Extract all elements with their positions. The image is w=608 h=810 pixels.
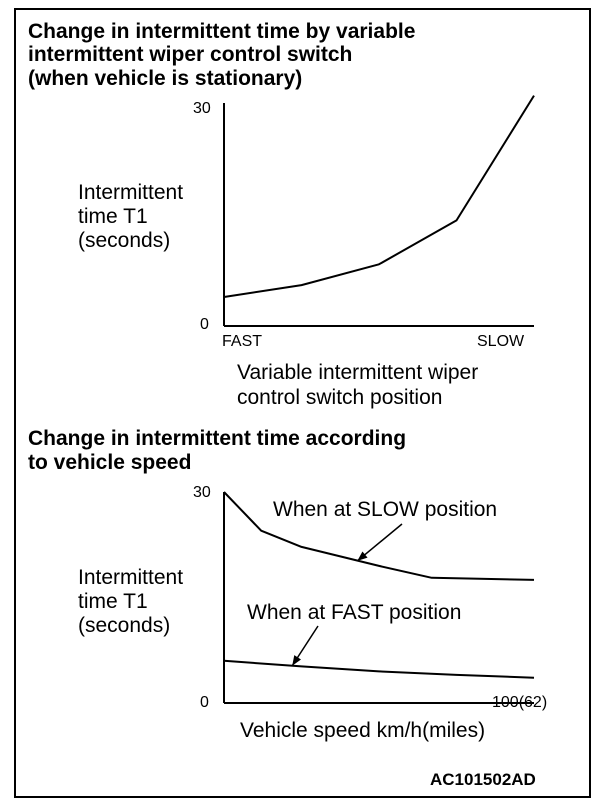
figure-code: AC101502AD	[430, 770, 536, 789]
chart2-y-axis-label: Intermittent time T1 (seconds)	[78, 566, 183, 638]
chart1-x-axis-label-line2: control switch position	[237, 386, 443, 409]
chart1-x-tick-label-slow: SLOW	[477, 333, 525, 350]
chart2-x-tick-label-zero: 0	[200, 694, 209, 711]
chart1-y-axis-label: Intermittent time T1 (seconds)	[78, 181, 183, 253]
chart2-y-axis-label-line: Intermittent	[78, 566, 184, 589]
chart2-y-axis-label-line: (seconds)	[78, 614, 171, 637]
chart1-x-tick-label-fast: FAST	[222, 333, 263, 350]
chart1-y-axis-label-line: (seconds)	[78, 229, 171, 252]
chart1-y-axis-label-line: Intermittent	[78, 181, 184, 204]
chart2-series-label-fast: When at FAST position	[247, 601, 462, 624]
chart2-series-label-slow: When at SLOW position	[273, 498, 498, 521]
chart2-title-line2: to vehicle speed	[28, 451, 192, 474]
chart2-slow-leader-arrow-head	[357, 551, 368, 561]
chart2-fast-leader-arrow-head	[292, 655, 302, 666]
chart2-title-line1: Change in intermittent time according	[28, 427, 407, 450]
figure-frame	[14, 8, 591, 798]
chart2-series-line-1	[223, 491, 535, 581]
chart1-x-axis-label-line1: Variable intermittent wiper	[237, 361, 479, 384]
chart2-series-line-2	[223, 659, 535, 679]
chart2-x-axis-label: Vehicle speed km/h(miles)	[240, 719, 486, 742]
chart1-title-line3: (when vehicle is stationary)	[28, 67, 303, 90]
chart2-y-axis-label-line: time T1	[78, 590, 148, 613]
chart2-y-tick-label-max: 30	[193, 484, 211, 501]
chart1-y-tick-label-min: 0	[200, 316, 209, 333]
chart1-title-line1: Change in intermittent time by variable	[28, 20, 416, 43]
chart1-series-line-1	[223, 95, 535, 298]
chart1-title-line2: intermittent wiper control switch	[28, 43, 353, 66]
chart1-y-tick-label-max: 30	[193, 100, 211, 117]
chart1-y-axis-label-line: time T1	[78, 205, 148, 228]
